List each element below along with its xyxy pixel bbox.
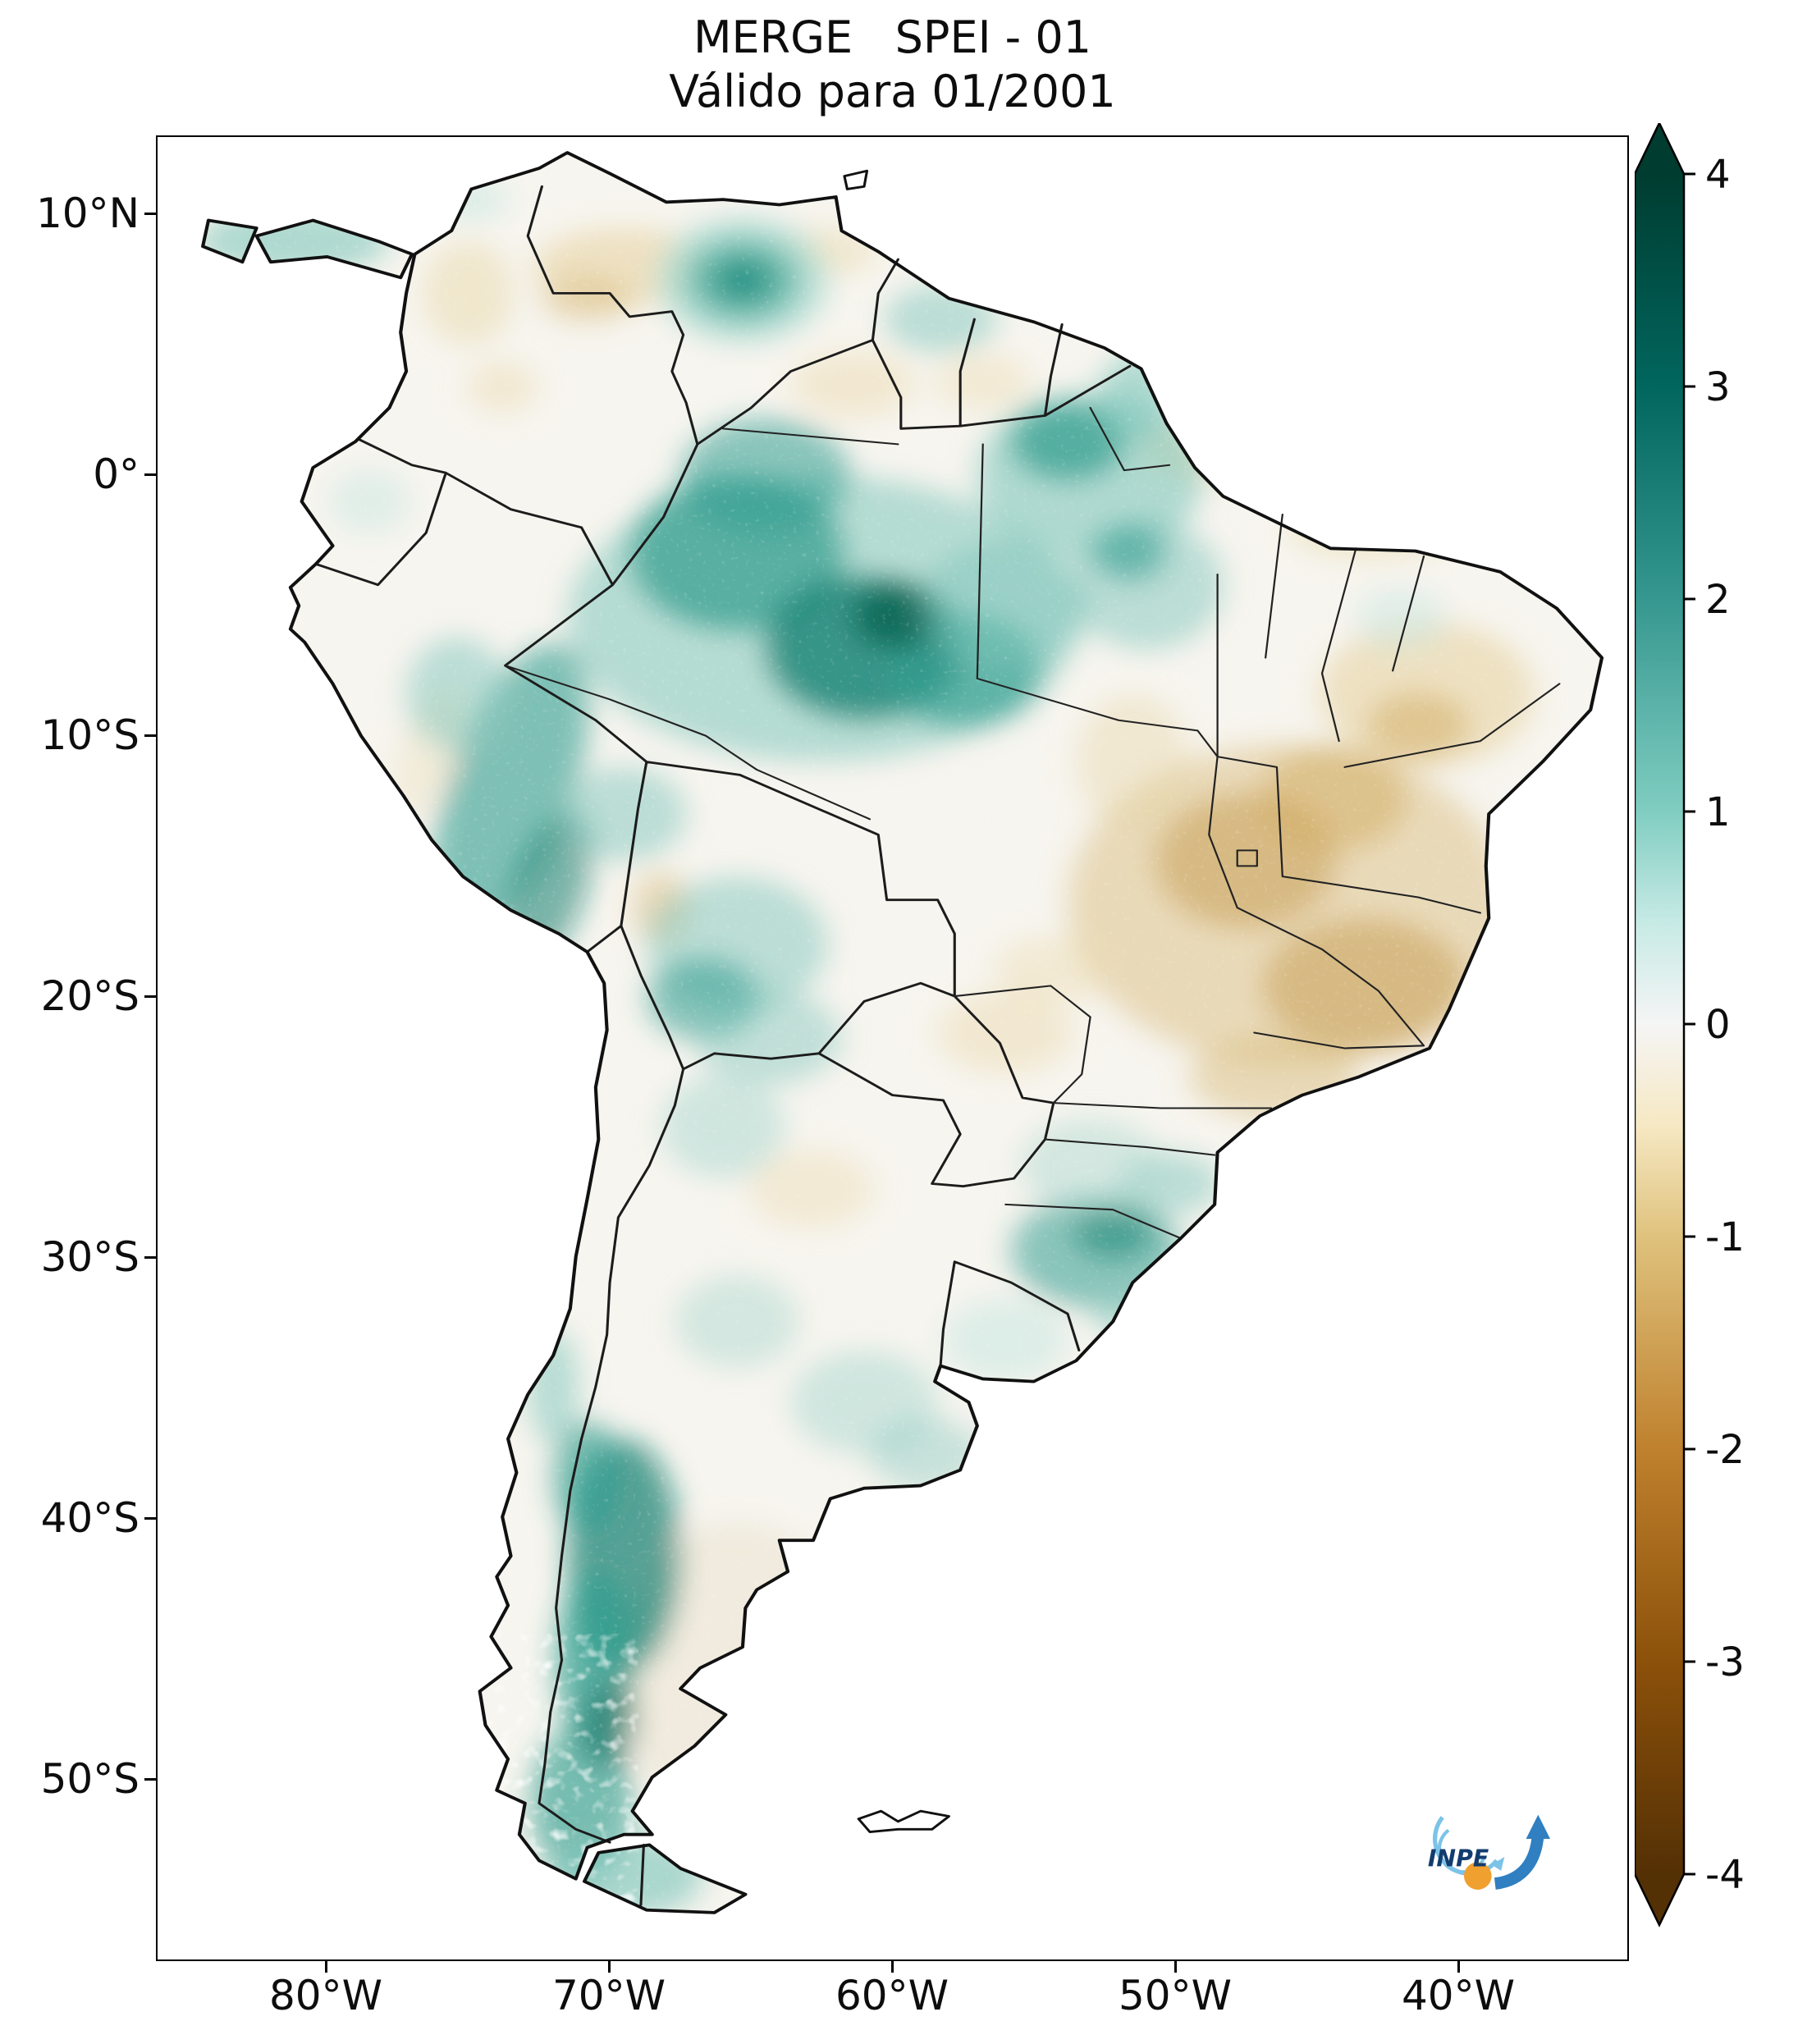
plot-subtitle: Válido para 01/2001 xyxy=(669,66,1116,117)
lon-tick-mark xyxy=(608,1961,611,1973)
colorbar-tick-label: -2 xyxy=(1705,1427,1745,1473)
lon-tick-mark xyxy=(325,1961,327,1973)
inpe-logo: INPE xyxy=(1428,1814,1550,1890)
lat-tick-mark xyxy=(144,734,156,737)
lat-tick-label: 10°S xyxy=(40,711,140,759)
inpe-logo-text: INPE xyxy=(1428,1845,1489,1873)
colorbar-tick-label: 0 xyxy=(1705,1002,1731,1048)
lon-tick-label: 70°W xyxy=(551,1972,666,2019)
lat-tick-label: 0° xyxy=(93,450,140,498)
map-plot-area xyxy=(156,135,1629,1961)
lon-tick-label: 40°W xyxy=(1401,1972,1516,2019)
lat-tick-label: 10°N xyxy=(35,190,140,237)
state-borders xyxy=(504,406,1561,1240)
lat-tick-mark xyxy=(144,1256,156,1259)
lat-tick-mark xyxy=(144,213,156,215)
lat-tick-mark xyxy=(144,1517,156,1520)
colorbar-tick-label: -4 xyxy=(1705,1852,1745,1898)
colorbar: 4 3 2 1 0 -1 -2 -3 -4 xyxy=(1635,123,1745,1927)
colorbar-gradient xyxy=(1635,123,1686,1927)
inpe-planet-dot xyxy=(1464,1862,1492,1890)
inpe-swoosh-arrow xyxy=(1494,1832,1544,1890)
spei-raster xyxy=(203,153,1603,1913)
lat-tick-label: 30°S xyxy=(40,1233,140,1281)
lat-tick-label: 40°S xyxy=(40,1494,140,1542)
lon-tick-label: 60°W xyxy=(835,1972,949,2019)
coastline xyxy=(201,151,1604,1914)
inpe-orbit-icon xyxy=(1433,1814,1550,1890)
lon-tick-label: 80°W xyxy=(268,1972,383,2019)
lon-tick-label: 50°W xyxy=(1118,1972,1233,2019)
colorbar-tick-label: 3 xyxy=(1705,364,1731,410)
trinidad-outline xyxy=(843,169,869,190)
colorbar-tick-label: 1 xyxy=(1705,789,1731,835)
lon-tick-mark xyxy=(1457,1961,1460,1973)
lat-tick-mark xyxy=(144,995,156,998)
country-borders xyxy=(314,185,1132,1906)
colorbar-tick-label: -1 xyxy=(1705,1214,1745,1260)
south-america-spei-map xyxy=(201,151,1604,1914)
colorbar-tick-label: 2 xyxy=(1705,577,1731,623)
falklands-outline xyxy=(857,1809,950,1833)
lat-tick-label: 20°S xyxy=(40,972,140,1020)
lat-tick-mark xyxy=(144,473,156,476)
colorbar-tick-label: -3 xyxy=(1705,1639,1745,1685)
lat-tick-mark xyxy=(144,1778,156,1781)
lon-tick-mark xyxy=(891,1961,894,1973)
plot-title: MERGE SPEI - 01 xyxy=(693,11,1092,63)
lon-tick-mark xyxy=(1174,1961,1177,1973)
lat-tick-label: 50°S xyxy=(40,1755,140,1803)
colorbar-labels: 4 3 2 1 0 -1 -2 -3 -4 xyxy=(1705,152,1745,1898)
colorbar-tick-label: 4 xyxy=(1705,152,1731,198)
distrito-federal-outline xyxy=(1236,849,1258,867)
colorbar-ticks xyxy=(1684,172,1695,1876)
